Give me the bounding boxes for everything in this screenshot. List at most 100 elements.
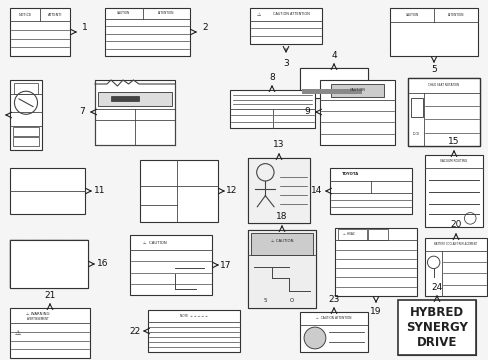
- Bar: [247, 230, 315, 308]
- Bar: [140, 160, 218, 222]
- Bar: [299, 312, 367, 352]
- Bar: [36, 276, 49, 288]
- Text: 24: 24: [430, 283, 442, 292]
- Bar: [62, 276, 75, 288]
- Bar: [98, 92, 172, 106]
- Bar: [111, 96, 139, 102]
- Text: VACUUM ROUTING: VACUUM ROUTING: [440, 159, 467, 163]
- Text: ⚠ WARNING: ⚠ WARNING: [26, 312, 50, 316]
- Bar: [13, 127, 39, 136]
- Text: 18: 18: [276, 212, 287, 221]
- Bar: [299, 86, 367, 92]
- Text: TOYOTA: TOYOTA: [341, 172, 358, 176]
- Bar: [299, 68, 367, 98]
- Bar: [36, 252, 49, 264]
- Text: NOTICE: NOTICE: [19, 13, 32, 17]
- Text: CAUTION ATTENTION: CAUTION ATTENTION: [273, 13, 309, 17]
- Text: 1: 1: [82, 22, 88, 31]
- Bar: [389, 8, 477, 56]
- Circle shape: [304, 327, 325, 349]
- Bar: [302, 89, 361, 94]
- Bar: [23, 252, 36, 264]
- Text: 13: 13: [273, 140, 284, 149]
- Text: ATTENTI: ATTENTI: [48, 13, 62, 17]
- Bar: [75, 252, 88, 264]
- Text: CAUTION: CAUTION: [117, 11, 130, 15]
- Bar: [23, 240, 36, 252]
- Text: ⚠: ⚠: [15, 330, 21, 336]
- Bar: [10, 240, 88, 288]
- Bar: [49, 276, 62, 288]
- Text: ATTENTION: ATTENTION: [447, 13, 463, 17]
- Bar: [75, 276, 88, 288]
- Bar: [10, 240, 88, 288]
- Bar: [397, 300, 475, 355]
- Bar: [299, 74, 367, 80]
- Bar: [10, 276, 23, 288]
- Bar: [397, 300, 475, 355]
- Bar: [407, 78, 479, 146]
- Text: ATTENTION: ATTENTION: [158, 11, 174, 15]
- Bar: [299, 68, 367, 74]
- Text: 17: 17: [220, 261, 231, 270]
- Bar: [49, 240, 62, 252]
- Bar: [23, 276, 36, 288]
- Text: CAUTION: CAUTION: [405, 13, 418, 17]
- Bar: [36, 240, 49, 252]
- Text: CHILD SEAT NOTATION: CHILD SEAT NOTATION: [427, 84, 459, 87]
- Bar: [62, 240, 75, 252]
- Bar: [62, 252, 75, 264]
- Text: ⚠  CAUTION: ⚠ CAUTION: [142, 241, 166, 245]
- Text: 8: 8: [268, 72, 274, 81]
- Bar: [367, 229, 387, 240]
- Bar: [299, 80, 367, 86]
- Bar: [10, 252, 23, 264]
- Text: 5: 5: [430, 66, 436, 75]
- Text: 12: 12: [226, 186, 237, 195]
- Text: 20: 20: [449, 220, 461, 230]
- Bar: [148, 310, 240, 352]
- Text: 4: 4: [330, 50, 336, 59]
- Text: AVERTISSEMENT: AVERTISSEMENT: [26, 317, 49, 321]
- Bar: [247, 158, 309, 223]
- Text: 19: 19: [369, 306, 381, 315]
- Text: 23: 23: [327, 294, 339, 303]
- Bar: [247, 230, 315, 308]
- Text: CAUTION: CAUTION: [349, 89, 365, 93]
- Bar: [247, 158, 309, 223]
- Text: 15: 15: [447, 138, 459, 147]
- Text: LOCK: LOCK: [411, 132, 419, 136]
- Bar: [13, 138, 39, 147]
- Text: 7: 7: [79, 108, 85, 117]
- Text: 16: 16: [97, 260, 108, 269]
- Bar: [36, 264, 49, 276]
- Bar: [410, 98, 422, 117]
- Text: 3: 3: [283, 58, 288, 68]
- Text: ⚠ CAUTION: ⚠ CAUTION: [270, 239, 293, 243]
- Bar: [299, 68, 367, 98]
- Bar: [62, 264, 75, 276]
- Text: O: O: [289, 298, 294, 303]
- Bar: [10, 240, 23, 252]
- Bar: [250, 233, 312, 255]
- Bar: [329, 168, 411, 214]
- Text: 22: 22: [129, 327, 141, 336]
- Bar: [10, 264, 23, 276]
- Text: HYBRED: HYBRED: [409, 306, 463, 319]
- Text: ⚠: ⚠: [256, 12, 260, 17]
- Bar: [424, 155, 482, 227]
- Text: 21: 21: [44, 291, 56, 300]
- Bar: [10, 168, 85, 214]
- Bar: [407, 78, 479, 146]
- Bar: [319, 80, 394, 145]
- Text: 5: 5: [263, 298, 266, 303]
- Bar: [75, 264, 88, 276]
- Text: BATTERY COOLANT REPLACEMENT: BATTERY COOLANT REPLACEMENT: [433, 242, 477, 246]
- Bar: [337, 229, 366, 240]
- Text: ⚠  CAUTION ATTENTION: ⚠ CAUTION ATTENTION: [316, 316, 351, 320]
- Bar: [330, 84, 383, 97]
- Bar: [75, 240, 88, 252]
- Text: 2: 2: [202, 22, 207, 31]
- Bar: [249, 8, 321, 44]
- Text: DRIVE: DRIVE: [416, 336, 456, 350]
